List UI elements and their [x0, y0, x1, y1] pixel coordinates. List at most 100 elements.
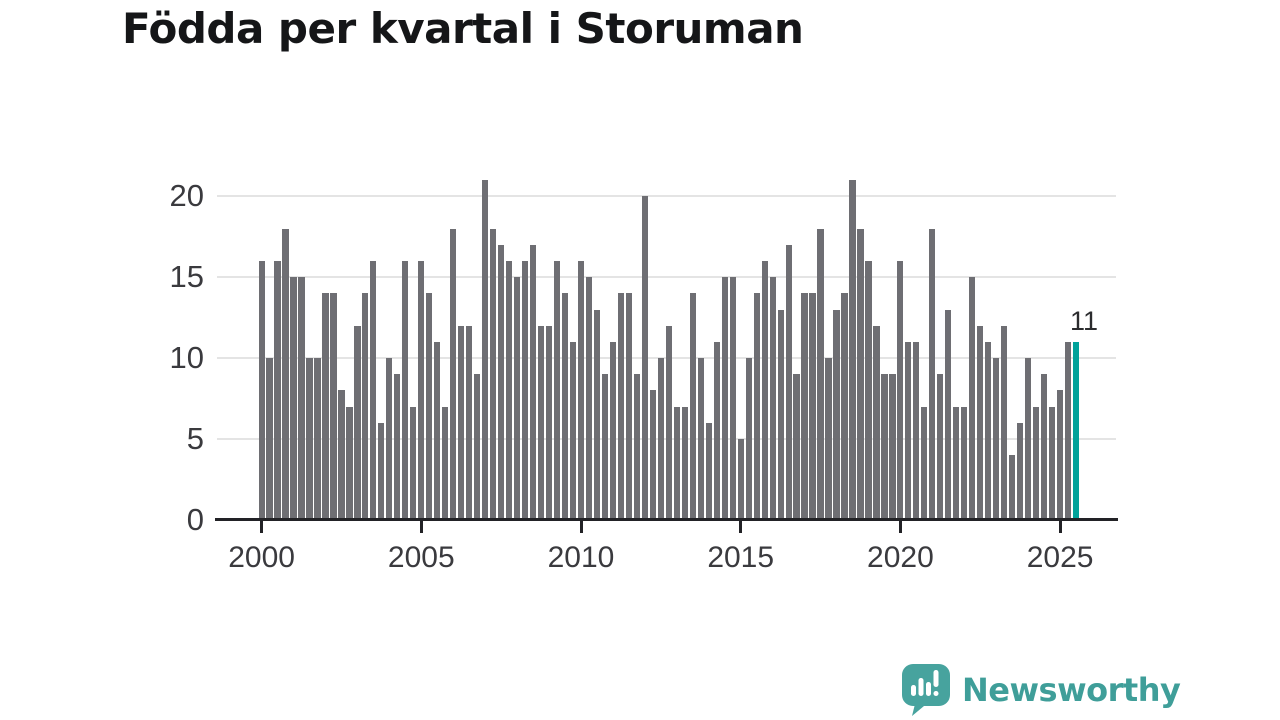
bar — [969, 277, 976, 520]
bar — [921, 406, 928, 520]
bar — [482, 180, 489, 520]
bar — [857, 228, 864, 520]
bar — [985, 341, 992, 520]
bar — [585, 277, 593, 520]
bar — [386, 358, 393, 520]
newsworthy-logo-text: Newsworthy — [962, 670, 1181, 709]
bar — [609, 341, 617, 520]
bar — [673, 406, 680, 520]
bar — [729, 277, 736, 520]
y-tick-label: 5 — [186, 421, 204, 457]
bar — [506, 260, 513, 520]
bar — [793, 374, 800, 520]
bar — [977, 325, 984, 520]
bar — [561, 293, 569, 520]
bar — [849, 180, 856, 520]
chart-title: Födda per kvartal i Storuman — [122, 4, 804, 53]
bar — [825, 358, 832, 520]
bar — [394, 374, 401, 520]
bar — [889, 374, 896, 520]
bar — [625, 293, 632, 520]
bar — [617, 293, 624, 520]
x-tick-mark — [579, 521, 583, 533]
bar — [490, 228, 497, 520]
y-tick-label: 10 — [169, 340, 204, 376]
bar — [346, 406, 353, 520]
x-tick-label: 2000 — [228, 541, 295, 574]
bar — [402, 260, 409, 520]
bar — [1001, 325, 1008, 520]
bar — [298, 277, 305, 520]
bar — [961, 406, 968, 520]
x-axis-line — [215, 518, 1118, 521]
bar — [282, 228, 289, 520]
bar — [1025, 358, 1032, 520]
bar — [761, 260, 768, 520]
bar — [721, 277, 728, 520]
bar — [713, 341, 720, 520]
x-tick-label: 2010 — [547, 541, 615, 574]
bar — [817, 228, 824, 520]
newsworthy-logo: Newsworthy — [901, 663, 1181, 716]
bar — [529, 244, 537, 520]
speech-bubble-bar-chart-icon — [902, 664, 950, 716]
bar — [769, 277, 776, 520]
x-tick-mark — [260, 521, 264, 533]
x-tick-label: 2005 — [387, 541, 455, 574]
bar — [681, 406, 688, 520]
bar — [362, 293, 369, 520]
gridline — [217, 195, 1116, 198]
bar — [514, 277, 521, 520]
bar — [593, 309, 601, 520]
bar — [330, 293, 337, 520]
bar — [314, 358, 321, 520]
x-tick-mark — [739, 521, 743, 533]
bar — [458, 325, 465, 520]
bar — [410, 406, 417, 520]
bar-highlighted — [1072, 341, 1080, 520]
bar — [897, 260, 904, 520]
bar — [689, 293, 696, 520]
x-tick-label: 2015 — [707, 541, 775, 574]
bar — [569, 341, 577, 520]
bar — [1057, 390, 1064, 520]
bar — [258, 260, 265, 520]
bar — [1009, 455, 1016, 520]
bar — [466, 325, 473, 520]
bar — [913, 341, 920, 520]
bar — [937, 374, 944, 520]
bar — [785, 244, 792, 520]
bar — [537, 325, 545, 520]
bar — [498, 244, 505, 520]
bar — [545, 325, 553, 520]
bar — [370, 260, 377, 520]
x-tick-label: 2025 — [1026, 541, 1094, 574]
bar — [737, 439, 744, 520]
bar — [274, 260, 281, 520]
bar — [474, 374, 481, 520]
x-tick-label: 2020 — [867, 541, 934, 574]
y-tick-label: 0 — [186, 502, 204, 537]
bar — [266, 358, 273, 520]
bar — [354, 325, 361, 520]
bar — [905, 341, 912, 520]
bar — [801, 293, 808, 520]
bar — [322, 293, 329, 520]
bar — [522, 260, 529, 520]
bar — [929, 228, 936, 520]
value-annotation: 11 — [1070, 305, 1099, 336]
bar — [434, 341, 441, 520]
bar — [601, 374, 609, 520]
bar — [290, 277, 297, 520]
bar — [649, 390, 656, 520]
bar — [338, 390, 345, 520]
y-tick-label: 15 — [169, 259, 204, 295]
bar — [881, 374, 888, 520]
bar — [865, 260, 872, 520]
bar — [753, 293, 760, 520]
x-tick-mark — [1058, 521, 1062, 533]
bar — [1017, 422, 1024, 520]
bar — [442, 406, 449, 520]
bar — [553, 260, 561, 520]
